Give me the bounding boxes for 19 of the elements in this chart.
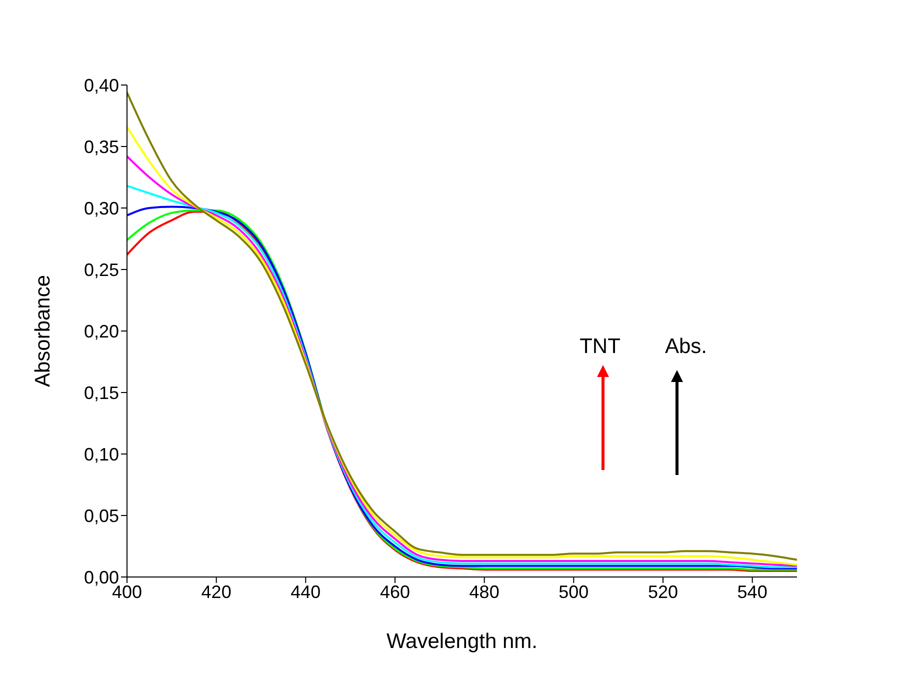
x-tick-label: 540 bbox=[737, 582, 768, 602]
y-tick-label: 0,35 bbox=[84, 136, 119, 157]
x-axis-title: Wavelength nm. bbox=[386, 630, 538, 653]
annotation: Abs. bbox=[664, 335, 708, 359]
x-tick-label: 440 bbox=[290, 582, 321, 602]
annotation: TNT bbox=[580, 335, 620, 359]
x-tick-label: 500 bbox=[558, 582, 589, 602]
y-tick-label: 0,15 bbox=[84, 382, 119, 403]
x-tick-label: 460 bbox=[380, 582, 410, 602]
y-tick-label: 0,40 bbox=[84, 75, 119, 96]
y-tick-label: 0,30 bbox=[84, 198, 119, 218]
y-tick-label: 0,10 bbox=[84, 444, 119, 464]
x-tick-label: 520 bbox=[648, 582, 678, 602]
x-tick-label: 420 bbox=[201, 582, 232, 602]
y-tick-label: 0,25 bbox=[84, 260, 119, 280]
y-tick-label: 0,05 bbox=[84, 506, 119, 526]
y-axis-title: Absorbance bbox=[31, 274, 54, 388]
x-tick-label: 480 bbox=[469, 582, 500, 602]
y-tick-label: 0,20 bbox=[84, 321, 119, 342]
